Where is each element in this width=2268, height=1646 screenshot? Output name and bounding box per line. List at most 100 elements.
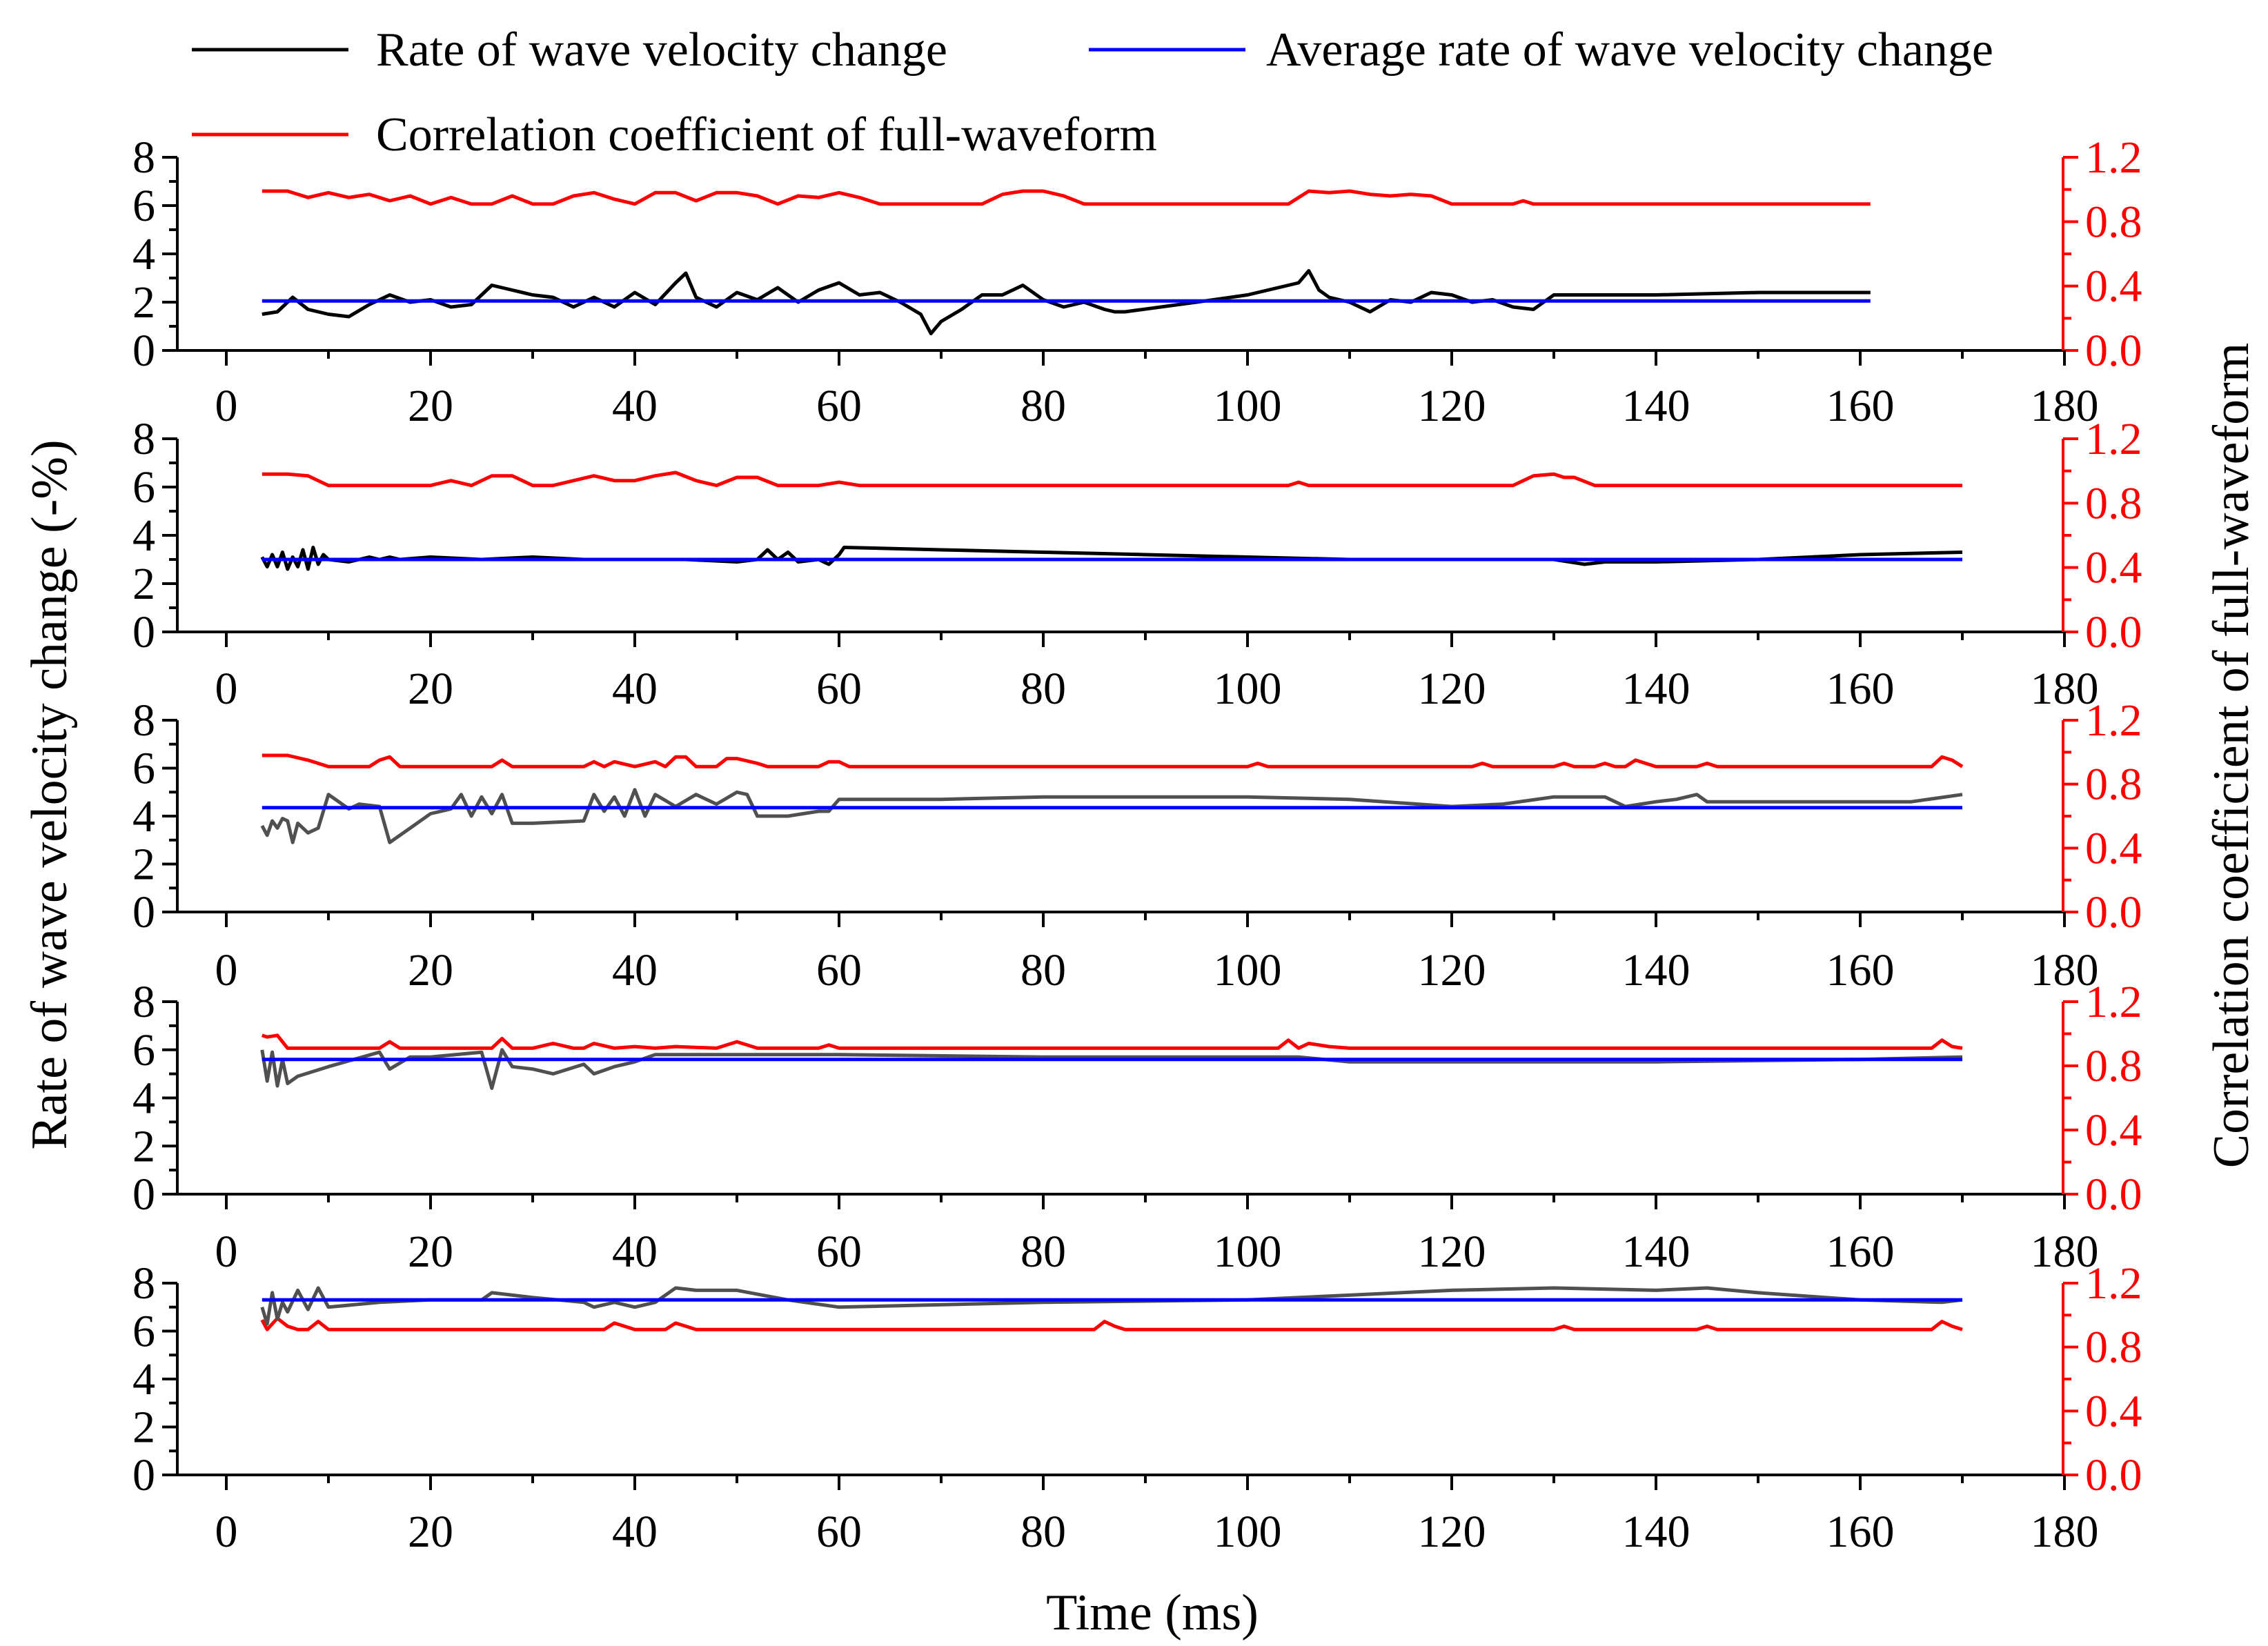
x-tick-label: 40 (612, 1507, 658, 1557)
y-left-tick-label: 2 (132, 277, 155, 328)
y-right-tick-label: 0.0 (2085, 887, 2142, 938)
correlation-series-line (262, 753, 1964, 769)
y-left-tick-label: 8 (132, 414, 155, 464)
y-axis-title-left: Rate of wave velocity change (-%) (21, 439, 78, 1149)
y-right-tick-label: 1.2 (2085, 1258, 2142, 1309)
y-right-tick-label: 0.0 (2085, 326, 2142, 376)
y-left-tick-label: 2 (132, 559, 155, 609)
x-tick-label: 20 (408, 1227, 453, 1277)
x-tick-label: 140 (1622, 945, 1690, 995)
x-tick-label: 100 (1214, 945, 1282, 995)
x-tick-label: 180 (2031, 945, 2099, 995)
y-right-tick-label: 0.0 (2085, 1450, 2142, 1500)
x-tick-label: 160 (1826, 945, 1895, 995)
y-right-tick-label: 0.8 (2085, 197, 2142, 247)
y-left-tick-label: 4 (132, 1073, 155, 1124)
y-left-tick-label: 6 (132, 1025, 155, 1075)
y-left-tick-label: 4 (132, 510, 155, 561)
x-tick-label: 160 (1826, 664, 1895, 714)
correlation-series-line (260, 1316, 1963, 1331)
x-tick-label: 100 (1214, 664, 1282, 714)
y-right-tick-label: 1.2 (2085, 414, 2142, 464)
y-left-tick-label: 4 (132, 229, 155, 279)
y-left-tick-label: 0 (132, 607, 155, 657)
x-tick-label: 140 (1622, 1507, 1690, 1557)
x-tick-label: 180 (2031, 381, 2099, 431)
y-right-tick-label: 0.4 (2085, 543, 2142, 593)
y-right-tick-label: 1.2 (2085, 695, 2142, 746)
y-left-tick-label: 6 (132, 181, 155, 231)
x-tick-label: 120 (1418, 381, 1486, 431)
x-tick-label: 80 (1020, 945, 1066, 995)
y-left-tick-label: 4 (132, 1354, 155, 1405)
x-tick-label: 80 (1020, 1507, 1066, 1557)
legend-correlation-label: Correlation coefficient of full-waveform (376, 108, 1157, 161)
x-tick-label: 180 (2031, 664, 2099, 714)
x-tick-label: 0 (215, 945, 238, 995)
x-tick-label: 100 (1214, 1507, 1282, 1557)
x-tick-label: 120 (1418, 664, 1486, 714)
y-left-tick-label: 6 (132, 744, 155, 794)
legend-average-label: Average rate of wave velocity change (1266, 23, 1993, 77)
y-left-tick-label: 0 (132, 1169, 155, 1220)
wave-velocity-series-line (260, 1286, 1963, 1326)
y-left-tick-label: 8 (132, 977, 155, 1027)
x-tick-label: 60 (816, 945, 862, 995)
y-left-tick-label: 8 (132, 695, 155, 746)
x-tick-label: 60 (816, 664, 862, 714)
y-left-tick-label: 2 (132, 1121, 155, 1171)
y-right-tick-label: 0.4 (2085, 1386, 2142, 1436)
y-left-tick-label: 8 (132, 1258, 155, 1309)
x-tick-label: 40 (612, 1227, 658, 1277)
x-tick-label: 100 (1214, 381, 1282, 431)
correlation-series-line (262, 1033, 1963, 1050)
x-tick-label: 120 (1418, 1507, 1486, 1557)
x-tick-label: 160 (1826, 1507, 1895, 1557)
x-tick-label: 20 (408, 1507, 453, 1557)
y-left-tick-label: 6 (132, 462, 155, 513)
x-tick-label: 60 (816, 1507, 862, 1557)
x-tick-label: 100 (1214, 1227, 1282, 1277)
y-right-tick-label: 0.0 (2085, 607, 2142, 657)
y-right-tick-label: 0.4 (2085, 1105, 2142, 1156)
y-right-tick-label: 1.2 (2085, 132, 2142, 183)
x-tick-label: 140 (1622, 664, 1690, 714)
x-tick-label: 180 (2031, 1227, 2099, 1277)
x-tick-label: 60 (816, 381, 862, 431)
x-tick-label: 120 (1418, 945, 1486, 995)
y-right-tick-label: 0.4 (2085, 823, 2142, 873)
x-tick-label: 80 (1020, 664, 1066, 714)
y-left-tick-label: 0 (132, 326, 155, 376)
x-tick-label: 20 (408, 664, 453, 714)
x-tick-label: 40 (612, 664, 658, 714)
y-axis-title-right: Correlation coefficient of full-waveform (2203, 343, 2260, 1169)
x-tick-label: 160 (1826, 1227, 1895, 1277)
legend: Rate of wave velocity change Average rat… (192, 23, 1993, 161)
y-left-tick-label: 2 (132, 1402, 155, 1453)
y-right-tick-label: 0.8 (2085, 1322, 2142, 1373)
x-tick-label: 0 (215, 664, 238, 714)
x-tick-label: 80 (1020, 1227, 1066, 1277)
y-right-tick-label: 0.8 (2085, 760, 2142, 810)
wave-velocity-series-line (260, 788, 1963, 844)
x-axis-title: Time (ms) (1046, 1585, 1259, 1641)
x-tick-label: 80 (1020, 381, 1066, 431)
x-tick-label: 40 (612, 381, 658, 431)
y-right-tick-label: 1.2 (2085, 977, 2142, 1027)
y-left-tick-label: 6 (132, 1307, 155, 1357)
x-tick-label: 20 (408, 381, 453, 431)
x-tick-label: 120 (1418, 1227, 1486, 1277)
x-tick-label: 0 (215, 1227, 238, 1277)
x-tick-label: 180 (2031, 1507, 2099, 1557)
wave-velocity-series-line (260, 1048, 1963, 1090)
y-left-tick-label: 4 (132, 791, 155, 842)
x-tick-label: 0 (215, 1507, 238, 1557)
correlation-series-line (262, 189, 1871, 206)
y-right-tick-label: 0.4 (2085, 261, 2142, 312)
